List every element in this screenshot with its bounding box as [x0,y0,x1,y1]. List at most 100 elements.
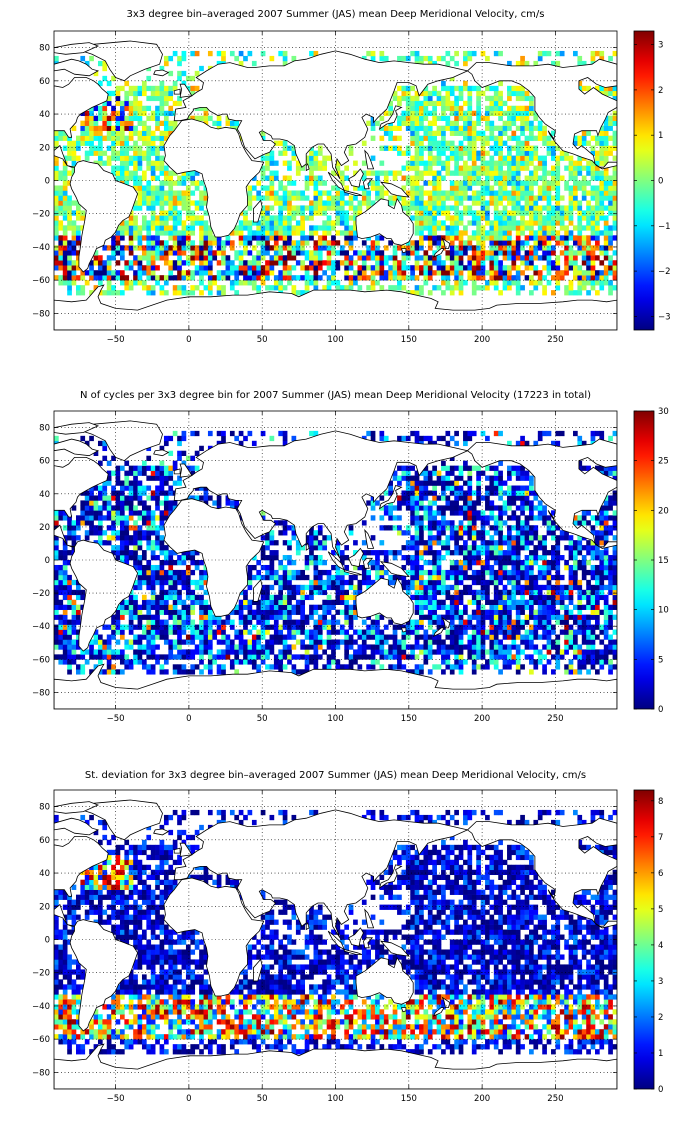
bin-cell [397,280,402,286]
bin-cell [128,644,134,650]
bin-cell [414,629,420,635]
bin-cell [581,270,587,276]
bin-cell [155,185,160,191]
bin-cell [542,240,547,246]
bin-cell [128,624,134,630]
bin-cell [590,280,596,286]
bin-cell [93,70,99,77]
bin-cell [410,574,415,581]
bin-cell [256,604,262,610]
bin-cell [225,639,231,645]
bin-cell [586,584,591,591]
bin-cell [612,265,617,271]
coastline [379,181,410,198]
bin-cell [287,235,292,241]
bin-cell [392,654,398,660]
bin-cell [467,634,473,640]
bin-cell [573,584,578,591]
bin-cell [471,280,477,286]
bin-cell [203,120,209,126]
bin-cell [410,120,415,126]
bin-cell [322,240,327,246]
bin-cell [432,604,437,610]
bin-cell [141,130,147,136]
bin-cell [97,290,103,296]
bin-cell [304,654,310,660]
bin-cell [599,594,605,601]
bin-cell [357,579,363,586]
bin-cell [146,564,152,571]
bin-cell [124,125,130,131]
bin-cell [423,95,429,102]
bin-cell [410,105,415,112]
bin-cell [62,659,68,665]
bin-cell [163,135,169,141]
bin-cell [414,130,420,136]
bin-cell [502,190,508,196]
bin-cell [199,569,204,576]
bin-cell [383,260,389,266]
bin-cell [326,245,332,251]
bin-cell [498,160,503,166]
bin-cell [612,599,617,605]
bin-cell [414,654,420,660]
bin-cell [405,569,411,576]
bin-cell [133,245,138,251]
bin-cell [559,175,565,181]
bin-cell [599,285,605,291]
bin-cell [366,245,371,251]
bin-cell [291,594,297,601]
bin-cell [80,589,86,596]
bin-cell [309,589,314,596]
bin-cell [128,220,134,226]
coastline [362,178,374,190]
bin-cell [419,230,424,236]
bin-cell [282,260,288,266]
bin-cell [133,185,138,191]
bin-cell [295,639,301,645]
bin-cell [445,609,451,615]
bin-cell [128,260,134,266]
bin-cell [441,55,446,62]
bin-cell [397,55,402,62]
bin-cell [410,155,415,161]
bin-cell [546,639,552,645]
bin-cell [304,614,310,620]
bin-cell [159,195,165,201]
bin-cell [493,574,499,581]
bin-cell [445,160,451,166]
bin-cell [199,200,204,206]
bin-cell [577,80,583,87]
bin-cell [199,220,204,226]
bin-cell [317,255,323,261]
bin-cell [313,150,319,156]
bin-cell [379,115,385,121]
bin-cell [273,250,279,256]
bin-cell [480,250,486,256]
bin-cell [515,574,521,581]
bin-cell [493,619,499,625]
bin-cell [489,145,495,151]
bin-cell [427,599,433,605]
bin-cell [344,285,349,291]
bin-cell [546,659,552,665]
coastline [54,144,139,273]
bin-cell [317,275,323,281]
bin-cell [533,240,539,246]
bin-cell [128,130,134,136]
bin-cell [54,260,59,266]
bin-cell [128,155,134,161]
bin-cell [317,145,323,151]
bin-cell [353,594,358,601]
bin-cell [247,275,253,281]
bin-cell [489,100,495,107]
bin-cell [331,275,336,281]
bin-cell [542,225,547,231]
bin-cell [260,619,266,625]
bin-cell [586,594,591,601]
bin-cell [454,265,459,271]
bin-cell [476,255,481,261]
bin-cell [199,270,204,276]
bin-cell [608,240,613,246]
bin-cell [177,639,182,645]
